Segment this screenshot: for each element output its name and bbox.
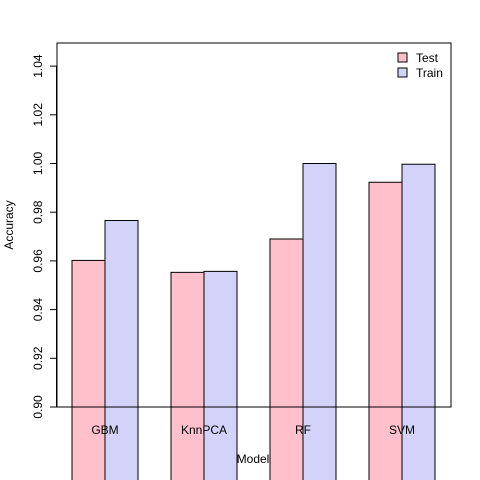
bar-train-rf xyxy=(302,163,337,480)
y-tick-label: 0.96 xyxy=(31,249,45,273)
y-axis: 0.90 0.92 0.94 0.96 0.98 1.00 1.02 1.04 xyxy=(31,54,57,419)
x-axis-labels: GBM KnnPCA RF SVM xyxy=(91,423,415,437)
legend-label-train: Train xyxy=(416,66,443,80)
bar-test-svm xyxy=(368,181,403,480)
category-label-rf: RF xyxy=(295,423,311,437)
y-axis-title: Accuracy xyxy=(2,200,16,249)
category-label-svm: SVM xyxy=(389,423,415,437)
bar-train-svm xyxy=(401,163,436,480)
bar-test-knnpca xyxy=(170,271,205,480)
x-axis-title: Model xyxy=(237,452,270,466)
y-tick-label: 0.94 xyxy=(31,298,45,322)
legend-swatch-train xyxy=(397,67,408,78)
legend-swatch-test xyxy=(397,52,408,63)
bar-train-knnpca xyxy=(203,270,238,480)
bar-test-rf xyxy=(269,238,304,480)
category-label-gbm: GBM xyxy=(91,423,118,437)
y-tick-label: 1.00 xyxy=(31,151,45,175)
y-tick-label: 0.92 xyxy=(31,346,45,370)
y-tick-label: 0.98 xyxy=(31,200,45,224)
bars-layer xyxy=(71,163,436,480)
category-label-knnpca: KnnPCA xyxy=(181,423,227,437)
y-tick-label: 0.90 xyxy=(31,395,45,419)
y-tick-label: 1.04 xyxy=(31,54,45,78)
bar-test-gbm xyxy=(71,259,106,480)
bar-train-gbm xyxy=(104,219,139,480)
legend-label-test: Test xyxy=(416,51,439,65)
y-tick-label: 1.02 xyxy=(31,103,45,127)
